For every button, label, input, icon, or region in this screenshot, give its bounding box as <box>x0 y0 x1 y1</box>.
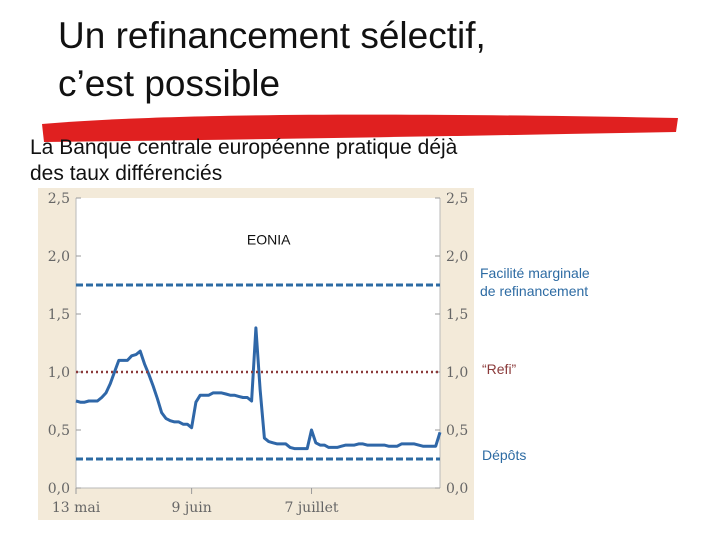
legend-marginal: Facilité marginale de refinancement <box>480 264 590 300</box>
legend-marginal-line-1: Facilité marginale <box>480 265 590 281</box>
slide-subtitle-line-2: des taux différenciés <box>30 162 223 185</box>
legend-marginal-line-2: de refinancement <box>480 283 589 299</box>
rates-chart-svg: 0,0 0,0 0,5 0,5 1,0 1,0 1,5 1,5 2,0 2,0 2,5 2,5 13 m… <box>38 188 474 520</box>
y-tick-label-right: 1,0 <box>446 365 468 381</box>
series-eonia-line <box>75 326 442 451</box>
slide-title-line-2: c’est possible <box>58 63 281 104</box>
slide-title: Un refinancement sélectif, c’est possibl… <box>58 12 486 108</box>
x-tick-label: 7 juillet <box>284 500 338 516</box>
x-tick-label: 9 juin <box>172 500 212 516</box>
y-tick-label-right: 0,5 <box>446 423 468 439</box>
y-tick-label-right: 2,0 <box>446 249 468 265</box>
y-tick-label-left: 1,5 <box>48 307 70 323</box>
slide-subtitle: La Banque centrale européenne pratique d… <box>30 135 457 187</box>
y-tick-label-left: 0,0 <box>48 481 70 497</box>
legend-eonia: EONIA <box>247 231 291 247</box>
y-tick-label-right: 1,5 <box>446 307 468 323</box>
y-tick-label-right: 2,5 <box>446 191 468 207</box>
x-tick-label: 13 mai <box>52 500 101 516</box>
red-brush-underline <box>42 114 678 142</box>
slide-subtitle-line-1: La Banque centrale européenne pratique d… <box>30 136 458 159</box>
legend-refi: “Refi” <box>482 361 517 377</box>
y-tick-label-left: 2,5 <box>48 191 70 207</box>
y-tick-label-right: 0,0 <box>446 481 468 497</box>
rates-chart: 0,0 0,0 0,5 0,5 1,0 1,0 1,5 1,5 2,0 2,0 2,5 2,5 13 m… <box>38 188 474 520</box>
slide-title-line-1: Un refinancement sélectif, <box>58 15 486 56</box>
y-tick-label-left: 0,5 <box>48 423 70 439</box>
y-tick-label-left: 2,0 <box>48 249 70 265</box>
legend-deposit: Dépôts <box>482 447 527 463</box>
y-tick-label-left: 1,0 <box>48 365 70 381</box>
